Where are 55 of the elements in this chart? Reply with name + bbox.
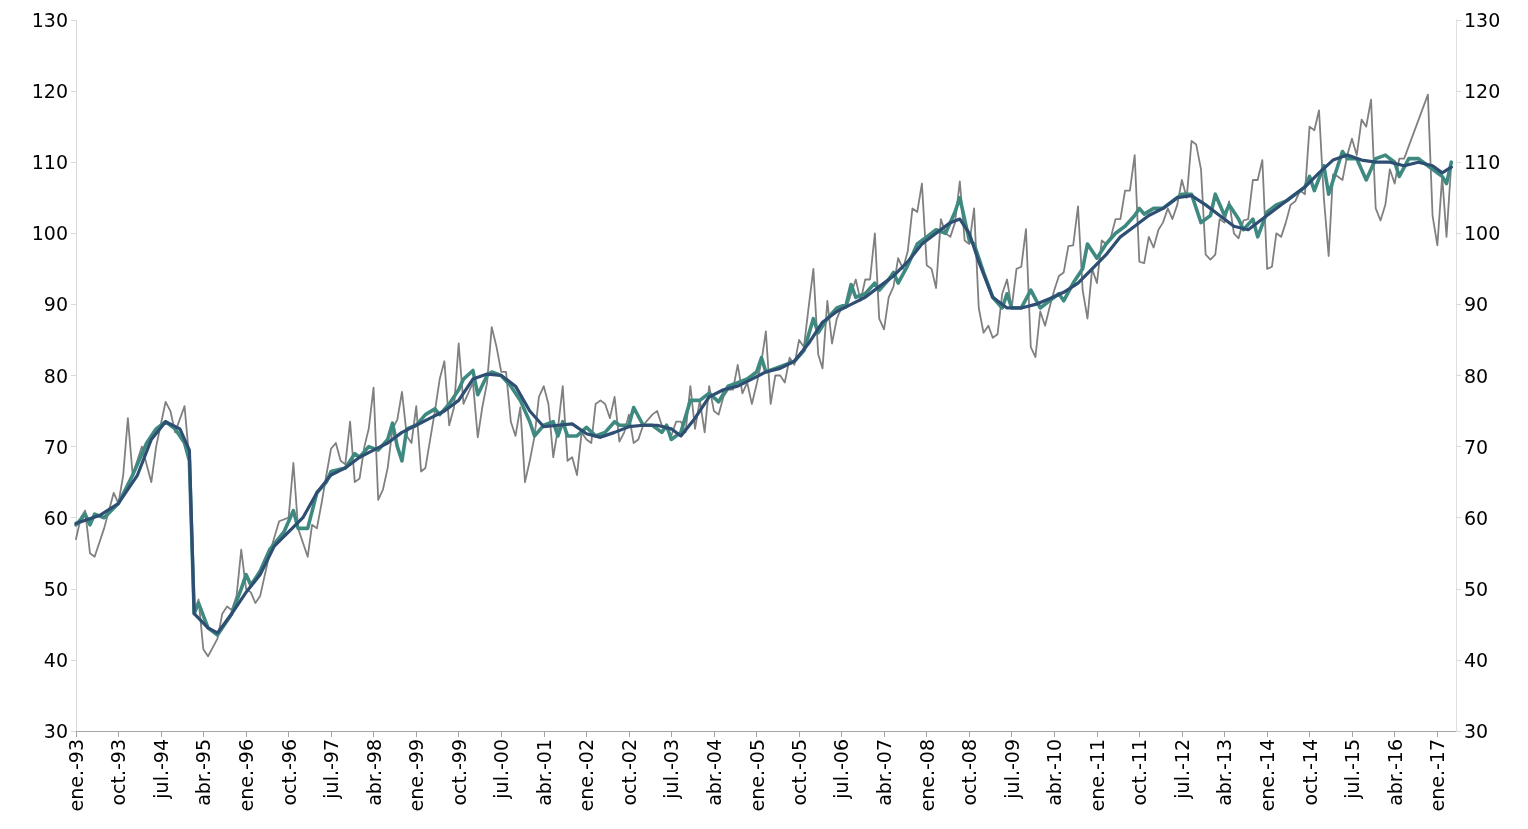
x-tick-label: oct.-11 <box>1128 739 1151 806</box>
x-tick-label: ene.-02 <box>575 739 598 812</box>
x-tick-label: ene.-96 <box>235 739 258 812</box>
x-tick-label: abr.-16 <box>1383 739 1406 806</box>
x-tick-label: abr.-10 <box>1043 739 1066 806</box>
y2-tick-label: 90 <box>1464 293 1489 316</box>
x-tick-label: ene.-99 <box>405 739 428 812</box>
x-tick-label: jul.-03 <box>660 739 683 800</box>
x-tick-label: abr.-04 <box>702 739 725 806</box>
y-tick-label: 90 <box>43 293 68 316</box>
y2-tick-label: 130 <box>1464 9 1501 31</box>
y2-tick-label: 110 <box>1464 151 1501 174</box>
x-tick-label: ene.-14 <box>1256 739 1279 812</box>
y-tick-label: 50 <box>43 577 68 600</box>
y2-tick-label: 80 <box>1464 364 1489 387</box>
x-tick-label: jul.-00 <box>490 739 513 800</box>
x-tick-label: oct.-93 <box>107 739 130 806</box>
x-tick-label: ene.-05 <box>745 739 768 812</box>
x-tick-label: jul.-09 <box>1000 739 1023 800</box>
x-tick-label: jul.-94 <box>149 739 172 800</box>
x-tick-label: abr.-13 <box>1213 739 1236 806</box>
x-tick-label: jul.-15 <box>1340 739 1363 800</box>
x-tick-label: oct.-14 <box>1298 739 1321 806</box>
y2-tick-label: 60 <box>1464 506 1489 529</box>
y-tick-label: 120 <box>31 80 68 103</box>
x-tick-label: jul.-97 <box>320 739 342 800</box>
y2-tick-label: 30 <box>1464 720 1489 742</box>
x-tick-label: ene.-17 <box>1426 739 1449 812</box>
y-tick-label: 70 <box>43 435 68 458</box>
x-tick-label: ene.-11 <box>1085 739 1108 812</box>
y-tick-label: 110 <box>31 151 68 174</box>
y2-tick-label: 40 <box>1464 648 1489 671</box>
y-tick-label: 100 <box>31 222 68 245</box>
x-tick-label: oct.-02 <box>617 739 640 806</box>
y-tick-label: 30 <box>43 720 68 742</box>
x-tick-label: jul.-06 <box>830 739 853 800</box>
y2-tick-label: 50 <box>1464 577 1489 600</box>
y-tick-label: 80 <box>43 364 68 387</box>
x-tick-label: abr.-98 <box>362 739 385 806</box>
x-tick-label: oct.-05 <box>788 739 811 806</box>
x-tick-label: abr.-01 <box>532 739 555 806</box>
y-tick-label: 130 <box>31 9 68 31</box>
x-tick-label: jul.-12 <box>1170 739 1193 800</box>
y2-tick-label: 100 <box>1464 222 1501 245</box>
x-tick-label: oct.-99 <box>447 739 470 806</box>
x-tick-label: oct.-96 <box>277 739 300 806</box>
y2-tick-label: 70 <box>1464 435 1489 458</box>
x-tick-label: ene.-93 <box>65 739 87 812</box>
x-tick-label: oct.-08 <box>958 739 981 806</box>
x-tick-label: abr.-07 <box>873 739 896 806</box>
x-tick-label: abr.-95 <box>192 739 215 806</box>
x-tick-label: ene.-08 <box>915 739 938 812</box>
y-tick-label: 40 <box>43 648 68 671</box>
y-tick-label: 60 <box>43 506 68 529</box>
y2-tick-label: 120 <box>1464 80 1501 103</box>
